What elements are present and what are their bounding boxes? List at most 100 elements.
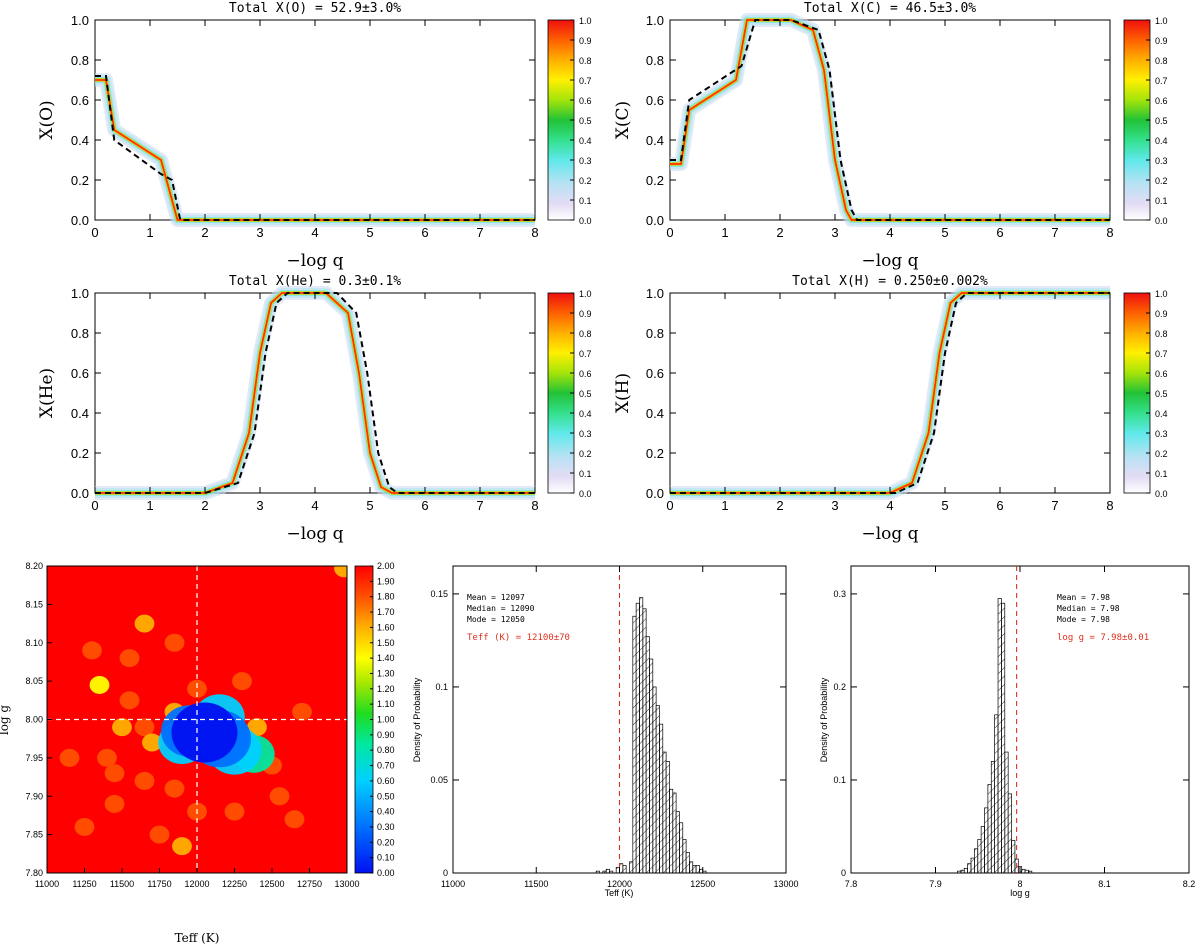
histogram-bar xyxy=(672,792,677,874)
colorbar xyxy=(1123,292,1151,494)
x-tick-labels: 0 1 2 3 4 5 6 7 8 xyxy=(666,293,1114,513)
reference-profile-line xyxy=(670,19,1110,221)
x-tick-label: 12000 xyxy=(184,879,209,889)
contour-blob xyxy=(119,691,140,710)
y-tick-label: 0.8 xyxy=(71,53,89,68)
logg-histogram-panel: 7.8 7.9 8 8.1 8.2 0 0.1 0.2 0.3 Mean = 7.98 Med… xyxy=(819,565,1195,898)
median-label: Median = 12090 xyxy=(467,604,535,613)
x-tick-label: 8 xyxy=(1017,879,1022,889)
profile-curves xyxy=(670,13,1110,227)
colorbar-tick-label: 1.20 xyxy=(377,684,395,694)
y-tick-label: 0.1 xyxy=(833,775,846,785)
x-tick-label: 0 xyxy=(666,225,673,240)
x-tick-label: 6 xyxy=(996,498,1003,513)
y-tick-label: 0.6 xyxy=(646,366,664,381)
x-tick-label: 11750 xyxy=(147,879,171,889)
posterior-band-3 xyxy=(95,78,535,222)
teff-histogram-panel: 11000 11500 12000 12500 13000 0 0.05 0.1 0.15 M… xyxy=(412,565,799,898)
y-tick-label: 7.95 xyxy=(25,753,43,763)
y-tick-labels: 0 0.1 0.2 0.3 xyxy=(833,589,1189,878)
contour-blob xyxy=(247,718,267,737)
y-axis-label: X(O) xyxy=(37,100,57,139)
best-fit-profile-line xyxy=(95,292,535,494)
contour-blob xyxy=(142,733,162,752)
y-tick-label: 8.00 xyxy=(25,715,43,725)
best-fit-profile-line xyxy=(670,19,1110,221)
x-tick-label: 4 xyxy=(886,225,893,240)
x-tick-label: 12500 xyxy=(690,879,715,889)
posterior-band-4 xyxy=(670,291,1110,495)
colorbar-tick-labels: 0.00 0.10 0.20 0.30 0.40 0.50 0.60 0.70 0.80 0.90… xyxy=(370,561,395,878)
contour-blob xyxy=(104,794,125,813)
median-label: Median = 7.98 xyxy=(1057,604,1120,613)
posterior-band-4 xyxy=(95,291,535,495)
contour-blob xyxy=(164,779,185,798)
colorbar-tick-label: 0.4 xyxy=(1155,136,1168,146)
y-tick-label: 0.2 xyxy=(646,173,664,188)
colorbar-tick-label: 0.4 xyxy=(579,136,592,146)
x-tick-label: 12000 xyxy=(607,879,632,889)
histogram-bar xyxy=(675,811,680,874)
y-tick-label: 0.4 xyxy=(71,406,89,421)
colorbar-tick-label: 0.8 xyxy=(1155,329,1168,339)
histogram-bar xyxy=(1011,840,1016,874)
posterior-band-2 xyxy=(95,290,535,496)
histogram-bar xyxy=(997,598,1002,874)
histogram-bar xyxy=(595,870,600,874)
x-tick-label: 12750 xyxy=(297,879,322,889)
posterior-band-0 xyxy=(95,73,535,227)
colorbar-tick-label: 1.0 xyxy=(579,289,592,299)
posterior-band-4 xyxy=(95,78,535,222)
colorbar-tick-label: 0.90 xyxy=(377,730,395,740)
plot-frame xyxy=(850,565,1190,874)
x-axis-label: Teff (K) xyxy=(175,931,220,945)
y-tick-labels: 0.0 0.2 0.4 0.6 0.8 1.0 xyxy=(71,286,535,501)
y-tick-labels: 7.80 7.85 7.90 7.95 8.00 8.05 8.10 8.15 8.20 xyxy=(25,561,52,878)
panel-title: Total X(H) = 0.250±0.002% xyxy=(792,274,988,289)
x-tick-label: 11000 xyxy=(35,879,59,889)
x-tick-labels: 0 1 2 3 4 5 6 7 8 xyxy=(91,293,539,513)
histogram-bar xyxy=(967,863,972,874)
histogram-bar xyxy=(957,870,962,874)
x-tick-label: 12250 xyxy=(222,879,247,889)
histogram-bar xyxy=(605,868,610,874)
y-tick-label: 7.85 xyxy=(25,830,43,840)
histogram-bar xyxy=(609,870,614,874)
x-tick-label: 5 xyxy=(366,225,373,240)
colorbar-tick-labels: 0.0 0.1 0.2 0.3 0.4 0.5 0.6 0.7 0.8 0.9 1.0 xyxy=(1146,16,1168,226)
colorbar-tick-labels: 0.0 0.1 0.2 0.3 0.4 0.5 0.6 0.7 0.8 0.9 1.0 xyxy=(1146,289,1168,499)
x-tick-label: 3 xyxy=(256,225,263,240)
x-tick-label: 2 xyxy=(201,498,208,513)
colorbar-tick-label: 1.30 xyxy=(377,668,395,678)
histogram-bar xyxy=(977,839,982,874)
y-tick-label: 0.6 xyxy=(71,366,89,381)
y-tick-label: 1.0 xyxy=(646,286,664,301)
y-tick-label: 0.2 xyxy=(646,446,664,461)
histogram-bar xyxy=(652,686,657,874)
colorbar-tick-label: 1.40 xyxy=(377,653,395,663)
y-tick-label: 0 xyxy=(841,868,846,878)
posterior-band-3 xyxy=(670,291,1110,495)
colorbar-tick-label: 0.30 xyxy=(377,822,395,832)
x-tick-label: 6 xyxy=(996,225,1003,240)
y-tick-label: 1.0 xyxy=(71,286,89,301)
reference-profile-line xyxy=(670,292,1110,494)
plot-frame xyxy=(94,292,536,494)
x-tick-label: 1 xyxy=(146,498,153,513)
profile-curves xyxy=(95,73,535,227)
histogram-bars xyxy=(957,566,1033,874)
colorbar-tick-label: 0.70 xyxy=(377,761,395,771)
colorbar-tick-label: 0.5 xyxy=(579,116,592,126)
x-tick-label: 0 xyxy=(91,498,98,513)
panel-title: Total X(C) = 46.5±3.0% xyxy=(804,1,976,16)
x-tick-label: 13000 xyxy=(334,879,359,889)
posterior-band-2 xyxy=(670,290,1110,496)
x-axis-label: −log q xyxy=(861,251,918,271)
contour-blob xyxy=(149,825,170,844)
x-axis-label: −log q xyxy=(861,524,918,544)
contour-blob xyxy=(134,718,155,737)
x-tick-label: 7 xyxy=(1051,225,1058,240)
histogram-bar xyxy=(960,869,965,874)
colorbar-tick-label: 0.10 xyxy=(377,853,395,863)
plot-frame xyxy=(669,292,1111,494)
